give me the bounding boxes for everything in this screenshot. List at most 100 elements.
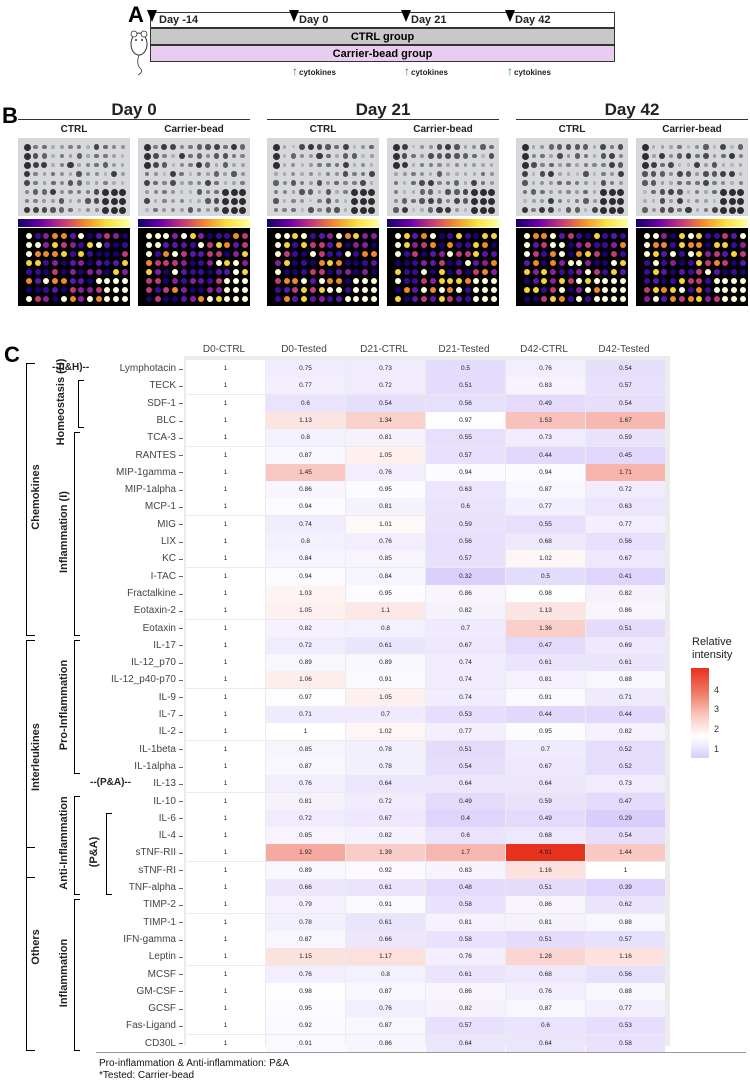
- row-tick: [179, 576, 183, 578]
- blot-dot: [171, 207, 176, 213]
- heat-grid: [18, 228, 130, 306]
- heatmap-row-label: IL-1beta: [139, 743, 176, 755]
- blot-dot: [33, 180, 38, 186]
- blot-dot: [592, 145, 597, 149]
- heatmap-cell: 1: [186, 740, 265, 758]
- blot-dot: [668, 162, 674, 168]
- heat-dot: [713, 296, 720, 302]
- heat-dot: [696, 269, 703, 275]
- heat-dot: [593, 287, 600, 293]
- heat-dot: [69, 278, 76, 284]
- heatmap-cell: 1: [186, 879, 265, 896]
- heat-dot: [172, 233, 179, 239]
- blot-dot: [703, 207, 709, 213]
- row-tick: [179, 403, 183, 405]
- blot-dot: [68, 199, 73, 203]
- blot-dot: [240, 163, 245, 167]
- blot-dot: [677, 144, 683, 150]
- heat-dot: [593, 242, 600, 248]
- heat-dot: [524, 251, 530, 257]
- blot-dot: [583, 171, 589, 177]
- heat-dot: [301, 269, 308, 275]
- heatmap-row-label: TECK: [149, 380, 176, 392]
- heatmap-cell: 1: [186, 636, 265, 654]
- blot-dot: [480, 180, 486, 186]
- blot-dot: [162, 153, 167, 159]
- heat-dot: [301, 260, 308, 266]
- blot-dot: [352, 180, 357, 186]
- heatmap-cell: 0.54: [426, 757, 505, 775]
- blot-dot: [489, 181, 494, 185]
- heat-dot: [687, 260, 694, 266]
- heatmap-cell: 1.05: [346, 446, 425, 464]
- blot-dot: [153, 189, 158, 195]
- heatmap-cell: 0.67: [506, 757, 585, 775]
- blot-dot: [549, 154, 553, 158]
- heat-dot: [482, 269, 488, 275]
- up-arrow-icon: ↑: [507, 64, 513, 78]
- blot-dot: [685, 171, 692, 177]
- blot-dot: [618, 153, 623, 159]
- heat-dot: [292, 287, 299, 293]
- blot-dot: [213, 198, 220, 204]
- blot-dot: [540, 189, 545, 195]
- blot-dot: [539, 153, 545, 159]
- heat-dot: [370, 269, 377, 275]
- blot-dot: [196, 144, 202, 150]
- heat-dot: [34, 260, 41, 266]
- heat-dot: [206, 251, 213, 257]
- row-tick: [179, 818, 183, 820]
- heat-dot: [52, 296, 59, 302]
- heat-dot: [283, 269, 290, 275]
- heat-dot: [121, 251, 128, 257]
- blot-dot: [196, 161, 203, 169]
- heat-dot: [34, 233, 41, 239]
- heat-dot: [652, 278, 659, 284]
- heatmap-cell: 1: [186, 446, 265, 464]
- heat-dot: [43, 260, 50, 266]
- blot-dot: [68, 189, 73, 195]
- blot-dot: [110, 197, 118, 205]
- blot-dot: [316, 144, 323, 150]
- heat-dot: [678, 251, 685, 257]
- heat-dot: [180, 233, 187, 239]
- heat-dot: [704, 296, 711, 302]
- blot-dot: [213, 144, 220, 150]
- heatmap-cell: 0.51: [586, 619, 665, 637]
- blot-dot: [350, 188, 358, 196]
- blot-dot: [651, 154, 656, 158]
- blot-dot: [411, 145, 415, 149]
- heatmap-cell: 1.06: [266, 671, 345, 689]
- heat-dot: [602, 251, 609, 257]
- heat-dot: [275, 296, 281, 302]
- heat-dot: [198, 269, 205, 275]
- heatmap-cell: 0.83: [506, 377, 585, 395]
- blot-dot: [316, 152, 323, 159]
- heat-dot: [86, 269, 93, 275]
- blot-dot: [677, 189, 683, 195]
- heat-dot: [731, 260, 737, 266]
- heat-dot: [687, 278, 694, 284]
- heatmap-cell: 0.97: [426, 411, 505, 429]
- blot-dot: [695, 172, 700, 176]
- membrane-blot: [138, 138, 250, 216]
- blot-dot: [316, 180, 323, 186]
- blot-dot: [660, 145, 665, 149]
- heat-dot: [722, 287, 729, 293]
- blot-dot: [419, 198, 425, 204]
- heat-dot: [60, 278, 67, 284]
- heatmap-row-label: SDF-1: [147, 397, 176, 409]
- heatmap-cell: 0.52: [586, 740, 665, 758]
- blot-dot: [41, 207, 48, 213]
- heat-dot: [154, 233, 161, 239]
- intensity-colorbar: [516, 219, 628, 227]
- day-underline: [516, 119, 748, 120]
- heatmap-cell: 0.74: [426, 654, 505, 672]
- blot-dot: [394, 172, 398, 176]
- blot-dot: [76, 189, 82, 195]
- heatmap-cell: 1: [186, 671, 265, 689]
- blot-dot: [32, 161, 39, 168]
- blot-dot: [540, 145, 545, 149]
- blot-dot: [299, 144, 305, 150]
- heatmap-cell: 0.81: [346, 498, 425, 516]
